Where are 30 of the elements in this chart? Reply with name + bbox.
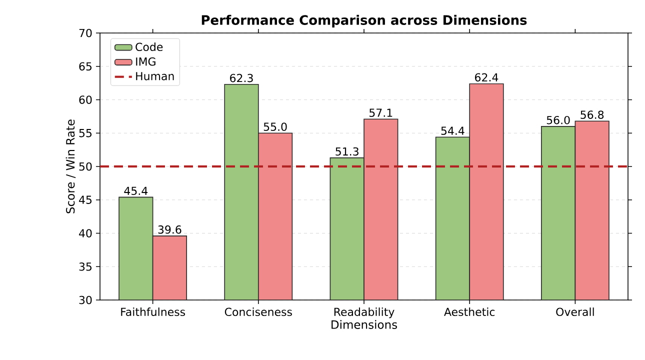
data-label: 57.1 (370, 108, 392, 117)
x-tick-label: Readability (334, 308, 394, 318)
y-tick-label: 35 (79, 262, 92, 271)
y-tick-label: 30 (79, 296, 92, 304)
data-label: 45.4 (124, 186, 148, 196)
data-label: 62.4 (475, 73, 498, 82)
legend-label: Human (136, 72, 174, 80)
x-tick-label: Conciseness (224, 308, 292, 316)
y-tick-label: 60 (79, 96, 92, 104)
y-tick-label: 55 (79, 129, 92, 138)
data-label: 62.3 (230, 74, 253, 82)
data-label: 55.0 (264, 122, 287, 131)
x-tick-label: Aesthetic (444, 308, 495, 316)
legend-label: Code (136, 42, 163, 52)
y-tick-label: 40 (79, 229, 92, 238)
x-axis-title: Dimensions (332, 320, 398, 329)
y-tick-label: 50 (79, 162, 92, 171)
y-tick-label: 45 (79, 196, 92, 204)
data-label: 54.4 (441, 126, 464, 135)
x-tick-label: Faithfulness (121, 308, 186, 316)
y-tick-label: 70 (79, 28, 92, 38)
data-label: 56.8 (580, 110, 604, 119)
legend-label: IMG (136, 57, 156, 66)
y-axis-title: Score / Win Rate (66, 120, 76, 214)
x-tick-label: Overall (556, 308, 594, 316)
data-label: 56.0 (546, 116, 570, 124)
y-tick-label: 65 (79, 62, 92, 71)
chart-title: Performance Comparison across Dimensions (202, 14, 527, 28)
data-label: 51.3 (336, 147, 358, 156)
data-label: 39.6 (158, 225, 182, 234)
